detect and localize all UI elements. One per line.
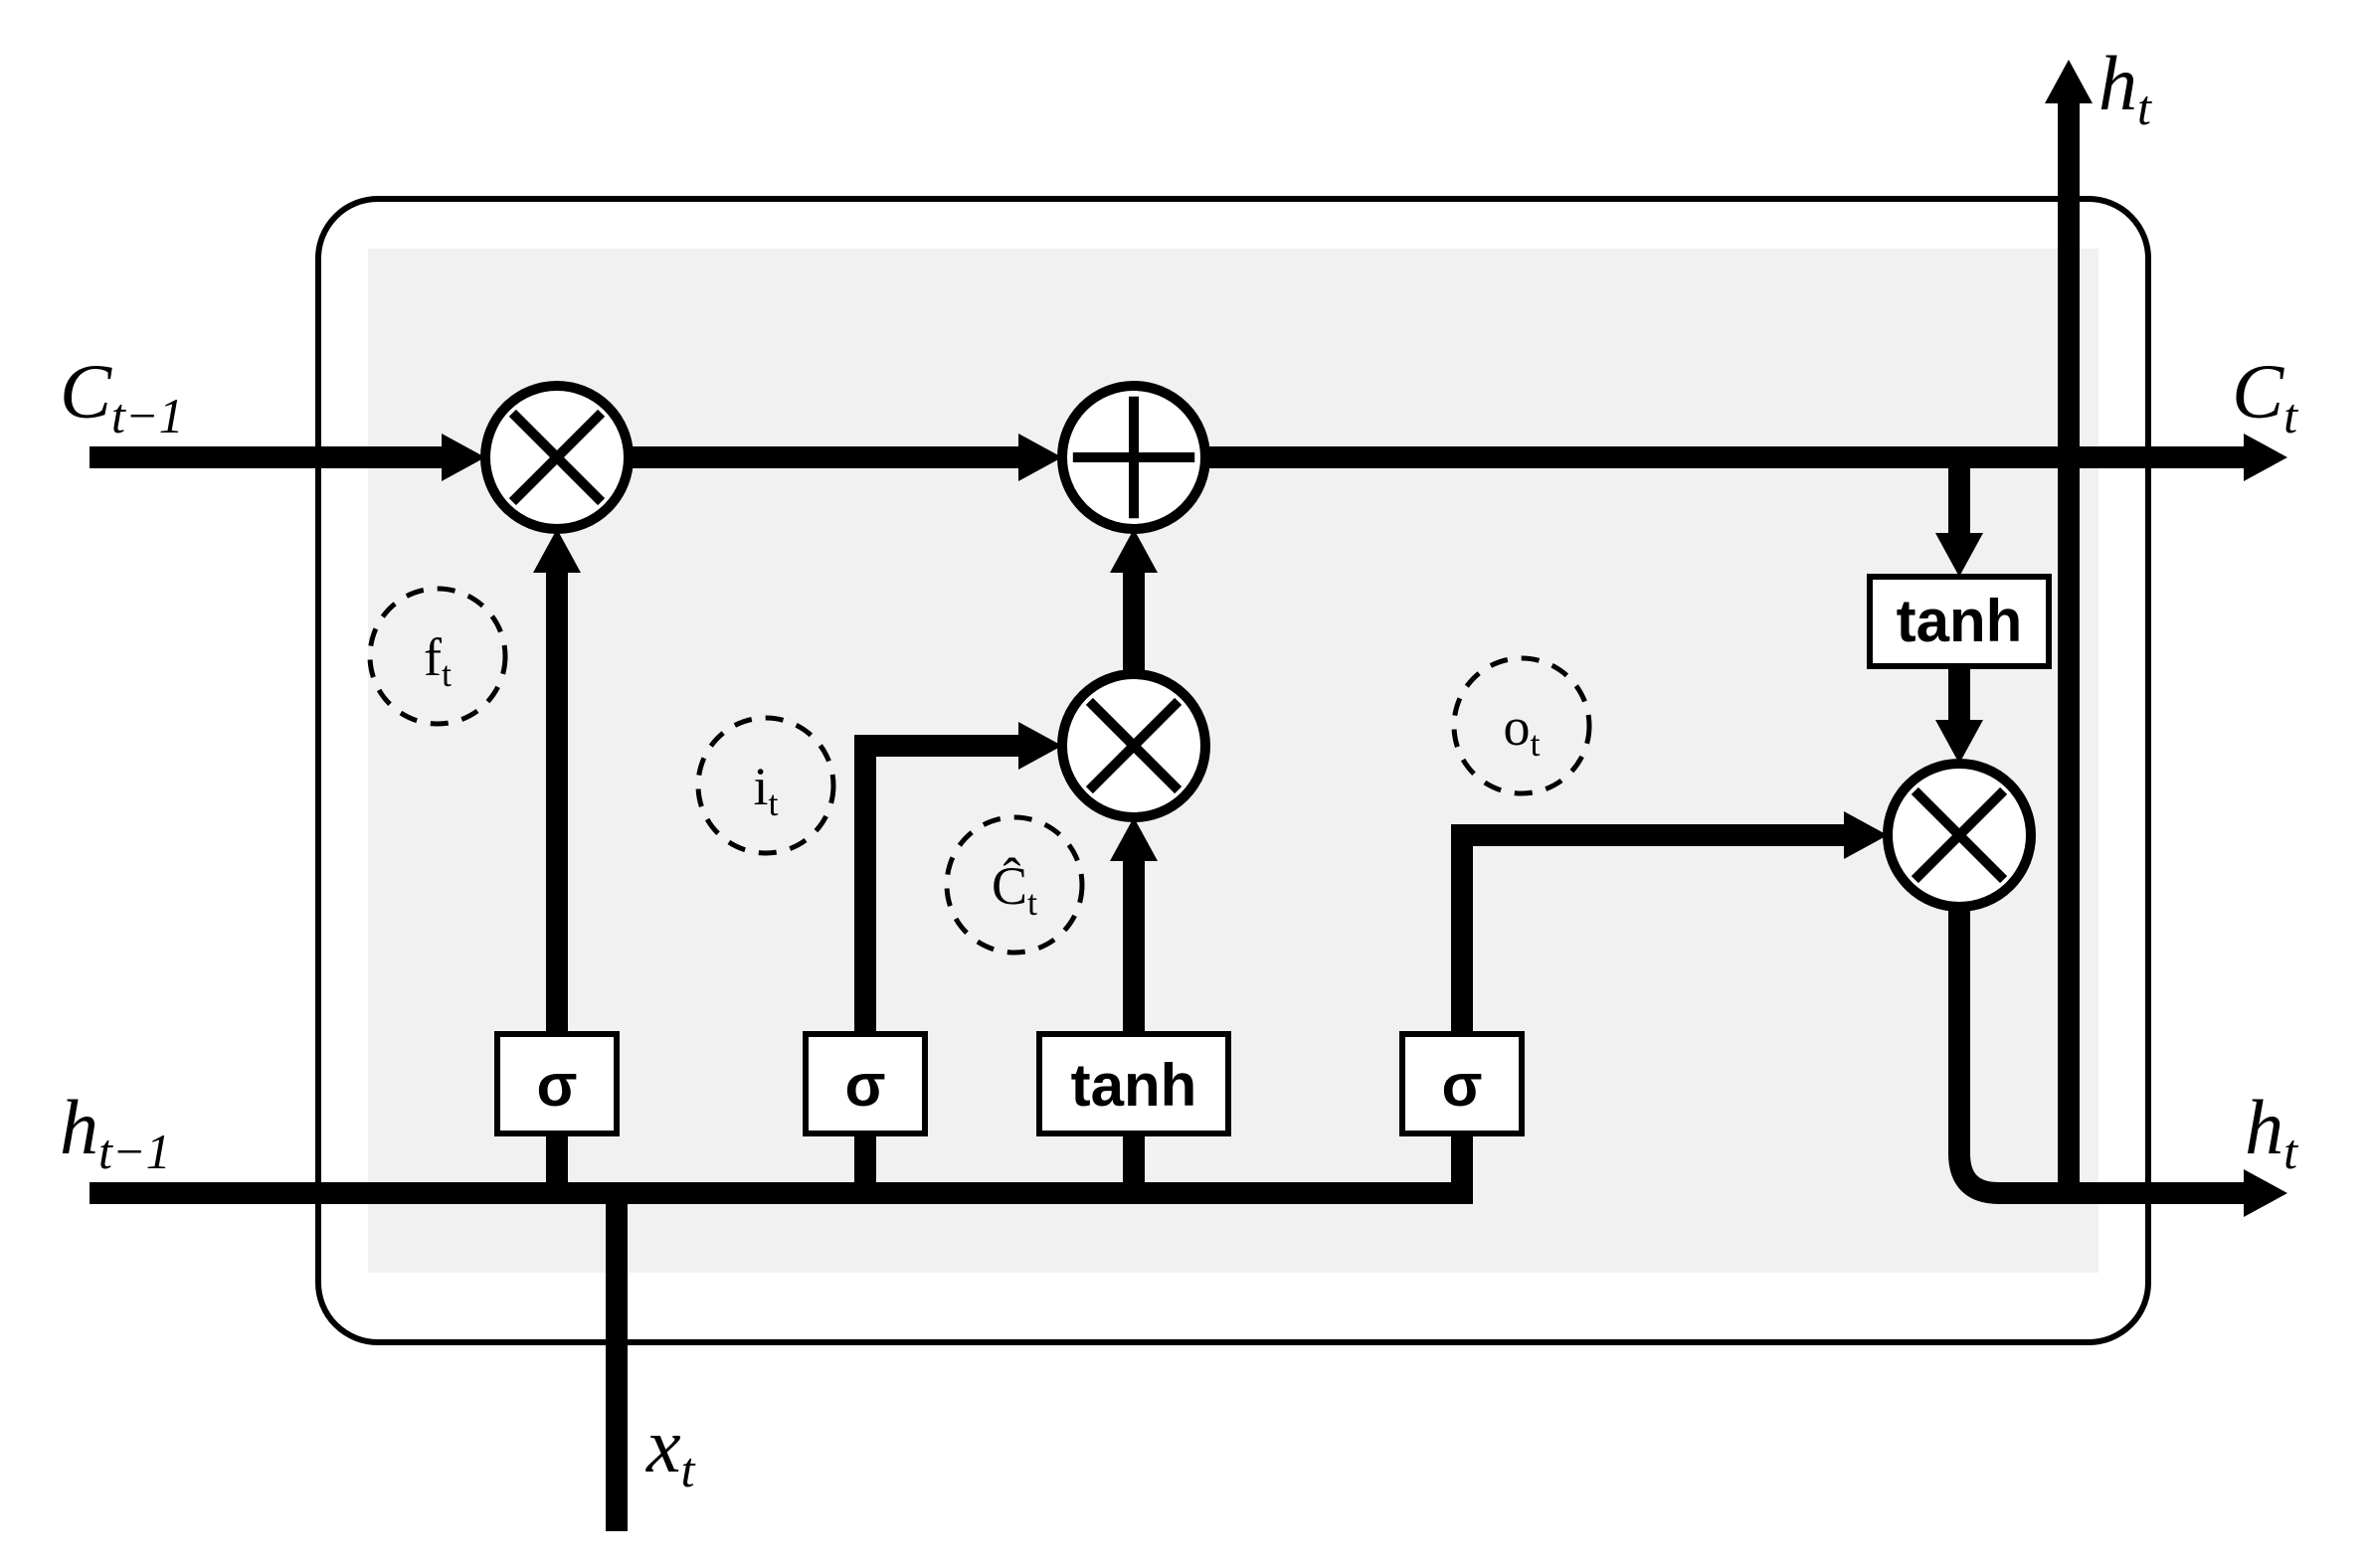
label-h-next: ht [2245, 1084, 2298, 1179]
label-h-top: ht [2098, 40, 2152, 135]
inner-panel [368, 249, 2098, 1273]
output-gate-sigma-label: σ [1441, 1052, 1482, 1119]
label-c-prev: Ct−1 [60, 348, 184, 443]
candidate-tanh-label: tanh [1071, 1052, 1197, 1119]
forget-gate-sigma-label: σ [536, 1052, 577, 1119]
lstm-diagram: σσtanhσtanhftitĈtotCt−1Ctht−1hthtxt [0, 0, 2370, 1568]
output-tanh-label: tanh [1897, 588, 2023, 654]
input-gate-sigma-label: σ [844, 1052, 885, 1119]
label-h-prev: ht−1 [60, 1084, 171, 1179]
label-x-in: xt [645, 1402, 696, 1497]
label-c-next: Ct [2232, 348, 2298, 443]
